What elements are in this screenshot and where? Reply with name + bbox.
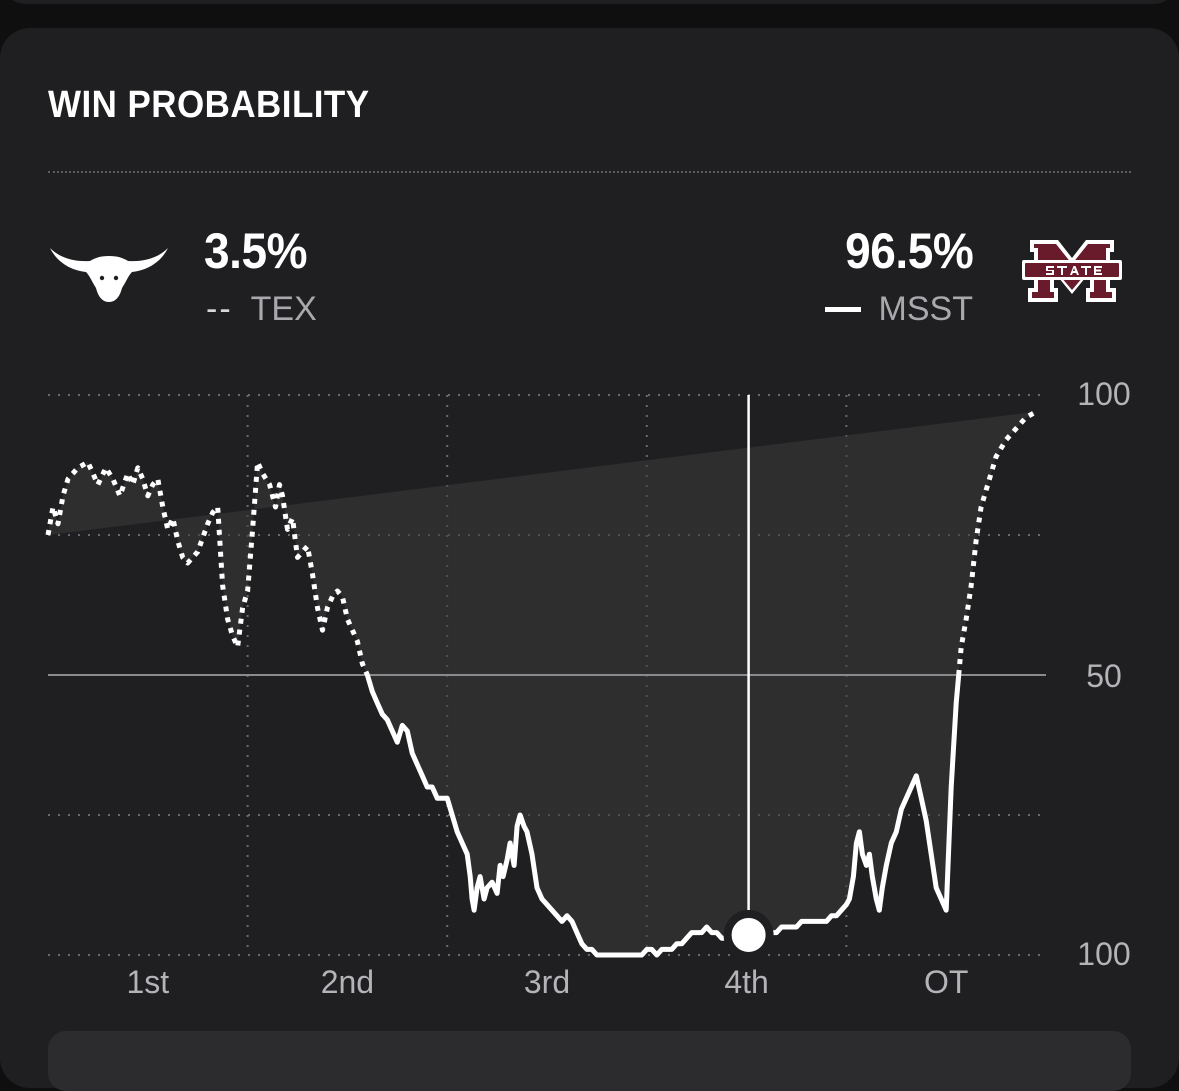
previous-card <box>0 0 1179 4</box>
x-tick-label-2nd: 2nd <box>321 964 374 1000</box>
msst-probability: 96.5% <box>844 223 974 279</box>
x-tick-label-4th: 4th <box>724 964 768 1000</box>
win-probability-chart[interactable]: 100 50 100 1st 2nd 3rd 4th OT <box>0 380 1179 1020</box>
series-line-tex <box>45 409 1038 677</box>
msst-abbr: MSST <box>878 290 973 328</box>
msstate-m-icon[interactable] <box>1016 236 1128 308</box>
x-tick-label-OT: OT <box>924 964 968 1000</box>
x-tick-label-3rd: 3rd <box>524 964 570 1000</box>
y-tick-label-1: 50 <box>1086 658 1122 694</box>
y-tick-label-2: 100 <box>1077 936 1130 972</box>
y-axis-labels: 100 50 100 <box>1077 380 1130 972</box>
tex-abbr: TEX <box>250 290 317 328</box>
solid-line-key <box>824 307 861 312</box>
next-section <box>48 1031 1131 1091</box>
section-divider <box>48 171 1131 173</box>
x-axis-labels: 1st 2nd 3rd 4th OT <box>126 964 968 1000</box>
x-tick-label-1st: 1st <box>126 964 169 1000</box>
playhead-marker[interactable] <box>723 910 774 960</box>
y-tick-label-0: 100 <box>1077 380 1130 412</box>
longhorn-icon[interactable] <box>48 236 170 306</box>
tex-probability: 3.5% <box>204 223 308 279</box>
tex-legend: -- TEX <box>206 290 317 329</box>
probability-area <box>48 411 1036 955</box>
dashed-line-key: -- <box>206 290 233 328</box>
msst-legend: MSST <box>824 290 973 329</box>
card-title: WIN PROBABILITY <box>48 84 370 126</box>
series-line-msst <box>365 674 962 958</box>
